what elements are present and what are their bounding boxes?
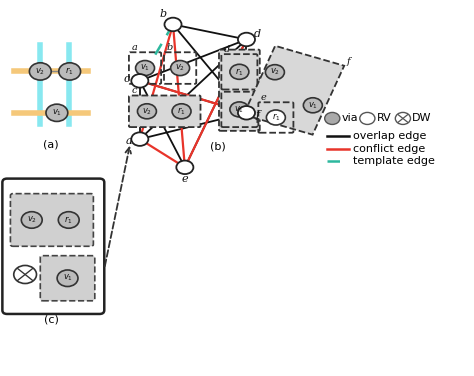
- Text: c: c: [12, 186, 18, 195]
- Circle shape: [171, 61, 190, 76]
- Circle shape: [176, 161, 193, 174]
- Text: conflict edge: conflict edge: [353, 144, 425, 153]
- Text: c: c: [131, 86, 137, 95]
- Circle shape: [230, 102, 249, 117]
- Circle shape: [172, 104, 191, 119]
- FancyBboxPatch shape: [219, 50, 260, 131]
- Text: e: e: [182, 174, 188, 183]
- Circle shape: [58, 212, 79, 228]
- Text: e: e: [261, 93, 266, 102]
- Text: $v_2$: $v_2$: [175, 63, 185, 73]
- Text: $r_1$: $r_1$: [177, 106, 186, 117]
- Polygon shape: [244, 46, 344, 135]
- FancyBboxPatch shape: [2, 179, 104, 314]
- Circle shape: [14, 265, 36, 284]
- Text: $v_2$: $v_2$: [35, 66, 46, 77]
- Circle shape: [57, 270, 78, 287]
- Circle shape: [21, 212, 42, 228]
- Text: (a): (a): [44, 140, 59, 150]
- Circle shape: [265, 65, 284, 80]
- Circle shape: [230, 64, 249, 79]
- Text: template edge: template edge: [353, 156, 435, 165]
- Circle shape: [131, 132, 148, 146]
- Circle shape: [131, 74, 148, 88]
- Text: d: d: [224, 45, 230, 54]
- Circle shape: [238, 106, 255, 120]
- Text: b: b: [160, 9, 167, 19]
- FancyBboxPatch shape: [129, 96, 201, 127]
- Text: $r_1$: $r_1$: [64, 214, 73, 226]
- Circle shape: [29, 63, 51, 80]
- Text: $v_1$: $v_1$: [63, 273, 73, 284]
- Text: RV: RV: [377, 114, 392, 123]
- Circle shape: [238, 33, 255, 46]
- Circle shape: [59, 63, 81, 80]
- Circle shape: [360, 112, 375, 124]
- Text: $v_1$: $v_1$: [140, 63, 150, 73]
- Text: a: a: [131, 42, 137, 52]
- FancyBboxPatch shape: [40, 256, 95, 301]
- Text: $v_2$: $v_2$: [27, 215, 37, 225]
- Text: (c): (c): [44, 315, 59, 324]
- Text: $r_1$: $r_1$: [65, 66, 74, 77]
- Text: a: a: [30, 252, 36, 261]
- Text: f: f: [256, 110, 260, 120]
- Text: DW: DW: [412, 114, 431, 123]
- Text: $v_1$: $v_1$: [234, 104, 245, 115]
- Text: $r_1$: $r_1$: [235, 66, 244, 77]
- FancyBboxPatch shape: [10, 194, 93, 246]
- Text: b: b: [166, 42, 173, 52]
- Circle shape: [164, 18, 182, 31]
- Text: $v_2$: $v_2$: [142, 106, 152, 117]
- Text: $r_1$: $r_1$: [272, 112, 280, 123]
- Circle shape: [137, 104, 156, 119]
- Circle shape: [303, 98, 322, 113]
- Text: overlap edge: overlap edge: [353, 132, 427, 141]
- Text: a: a: [126, 136, 133, 146]
- Circle shape: [136, 61, 155, 76]
- Text: $v_1$: $v_1$: [52, 108, 62, 118]
- Circle shape: [325, 112, 340, 124]
- Text: c: c: [123, 74, 130, 84]
- Text: via: via: [341, 114, 358, 123]
- Text: (b): (b): [210, 142, 226, 152]
- Circle shape: [266, 110, 285, 125]
- Text: $v_1$: $v_1$: [308, 100, 318, 111]
- Circle shape: [395, 112, 410, 124]
- Text: d: d: [253, 29, 261, 39]
- Text: f: f: [346, 57, 350, 66]
- Circle shape: [46, 104, 68, 121]
- Text: $v_2$: $v_2$: [270, 67, 280, 77]
